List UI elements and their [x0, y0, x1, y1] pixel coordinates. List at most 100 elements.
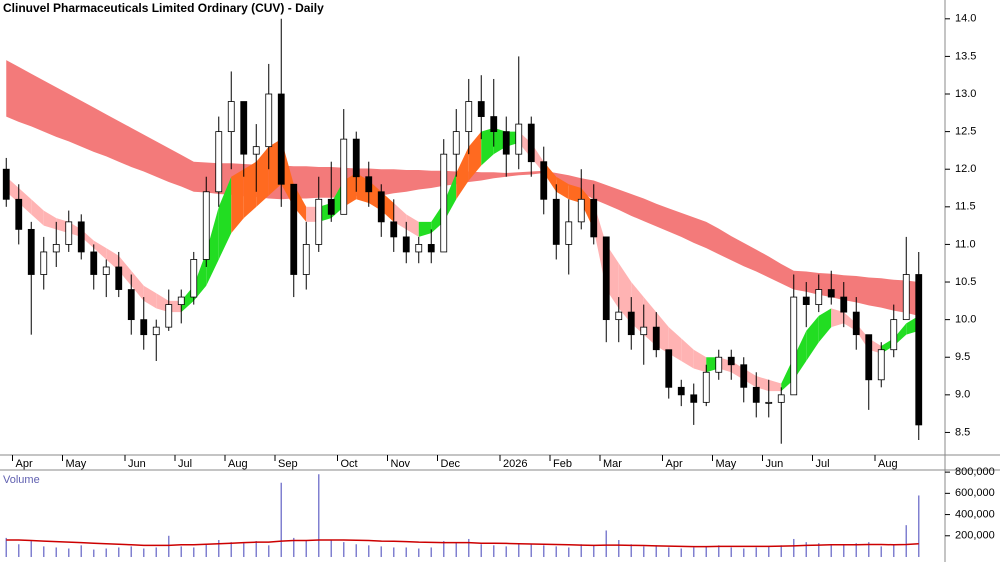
candle-body: [177, 296, 185, 305]
x-tick-label: 2026: [503, 458, 527, 470]
candle-body: [427, 244, 435, 253]
x-tick-label: Jun: [766, 458, 784, 470]
short-band: [93, 240, 107, 260]
y-tick-label: 10.0: [955, 314, 976, 326]
short-band: [231, 169, 244, 234]
candle-body: [315, 198, 323, 245]
candle-body: [290, 183, 298, 275]
short-band: [818, 308, 832, 343]
short-band: [406, 214, 419, 237]
candle-body: [2, 168, 10, 200]
candle-body: [215, 131, 223, 193]
candle-body: [190, 259, 198, 298]
candle-body: [565, 221, 573, 245]
candle-body: [265, 93, 273, 148]
x-tick-label: Nov: [391, 458, 411, 470]
short-band: [831, 308, 844, 328]
y-tick-label: 12.5: [955, 126, 976, 138]
candle-body: [365, 176, 373, 193]
candle-body: [865, 334, 873, 381]
y-tick-label: 11.5: [955, 201, 976, 213]
candle-body: [302, 244, 310, 275]
candle-body: [465, 101, 473, 133]
y-tick-label: 400,000: [955, 508, 995, 520]
candle-body: [377, 191, 385, 223]
candle-body: [665, 349, 673, 388]
candle-body: [802, 296, 810, 305]
candle-body: [627, 311, 635, 336]
candle-body: [765, 401, 773, 404]
candle-body: [490, 116, 498, 133]
short-band: [106, 248, 119, 271]
short-band: [556, 176, 569, 200]
y-tick-label: 9.5: [955, 351, 970, 363]
candle-body: [27, 228, 35, 275]
candle-body: [477, 101, 485, 117]
candle-body: [690, 394, 698, 403]
y-tick-label: 8.5: [955, 426, 970, 438]
volume-average: [6, 539, 919, 548]
candle-body: [902, 274, 910, 321]
x-tick-label: Jun: [128, 458, 146, 470]
chart-title: Clinuvel Pharmaceuticals Limited Ordinar…: [3, 1, 324, 15]
candle-body: [815, 289, 823, 305]
candle-body: [415, 244, 423, 253]
x-tick-label: Jul: [816, 458, 830, 470]
short-band: [468, 131, 482, 181]
x-tick-label: Apr: [16, 458, 33, 470]
candle-body: [540, 161, 548, 200]
candle-body: [115, 266, 123, 290]
short-band: [418, 221, 432, 237]
candle-body: [452, 131, 460, 155]
candle-body: [390, 221, 398, 238]
candle-body: [877, 349, 885, 381]
y-tick-label: 14.0: [955, 13, 976, 25]
short-band: [118, 255, 132, 286]
candle-body: [790, 296, 798, 396]
candle-body: [677, 386, 685, 396]
candle-body: [615, 311, 623, 321]
candle-body: [915, 274, 923, 426]
y-tick-label: 12.0: [955, 163, 976, 175]
candle-body: [152, 326, 160, 336]
panel-title: Volume: [3, 474, 40, 486]
x-tick-label: Sep: [278, 458, 298, 470]
candle-body: [640, 326, 648, 336]
candle-body: [515, 123, 523, 155]
candle-body: [702, 371, 710, 403]
candle-body: [15, 198, 23, 230]
short-band: [693, 349, 707, 373]
candle-body: [602, 236, 610, 321]
candle-body: [52, 244, 60, 253]
short-band: [31, 199, 44, 226]
x-tick-label: Apr: [666, 458, 683, 470]
candle-body: [852, 311, 860, 336]
candle-body: [727, 356, 735, 366]
candle-body: [277, 93, 285, 185]
candle-body: [240, 101, 248, 155]
candle-body: [527, 123, 535, 163]
short-band: [18, 188, 32, 215]
short-band: [481, 127, 494, 166]
short-band: [681, 338, 694, 369]
candle-body: [590, 198, 598, 238]
x-tick-label: May: [66, 458, 87, 470]
short-band: [768, 379, 782, 392]
short-band: [143, 285, 157, 309]
candle-body: [752, 386, 760, 403]
y-tick-label: 800,000: [955, 466, 995, 478]
y-tick-label: 9.0: [955, 389, 970, 401]
candle-body: [715, 356, 723, 373]
candle-body: [165, 304, 173, 328]
y-tick-label: 13.0: [955, 88, 976, 100]
x-tick-label: Aug: [878, 458, 898, 470]
short-band: [206, 206, 219, 286]
candle-body: [840, 296, 848, 313]
candle-body: [777, 394, 785, 403]
candle-body: [202, 191, 210, 260]
short-band: [131, 270, 144, 301]
candle-body: [252, 146, 260, 155]
candle-body: [102, 266, 110, 275]
candle-body: [890, 319, 898, 351]
